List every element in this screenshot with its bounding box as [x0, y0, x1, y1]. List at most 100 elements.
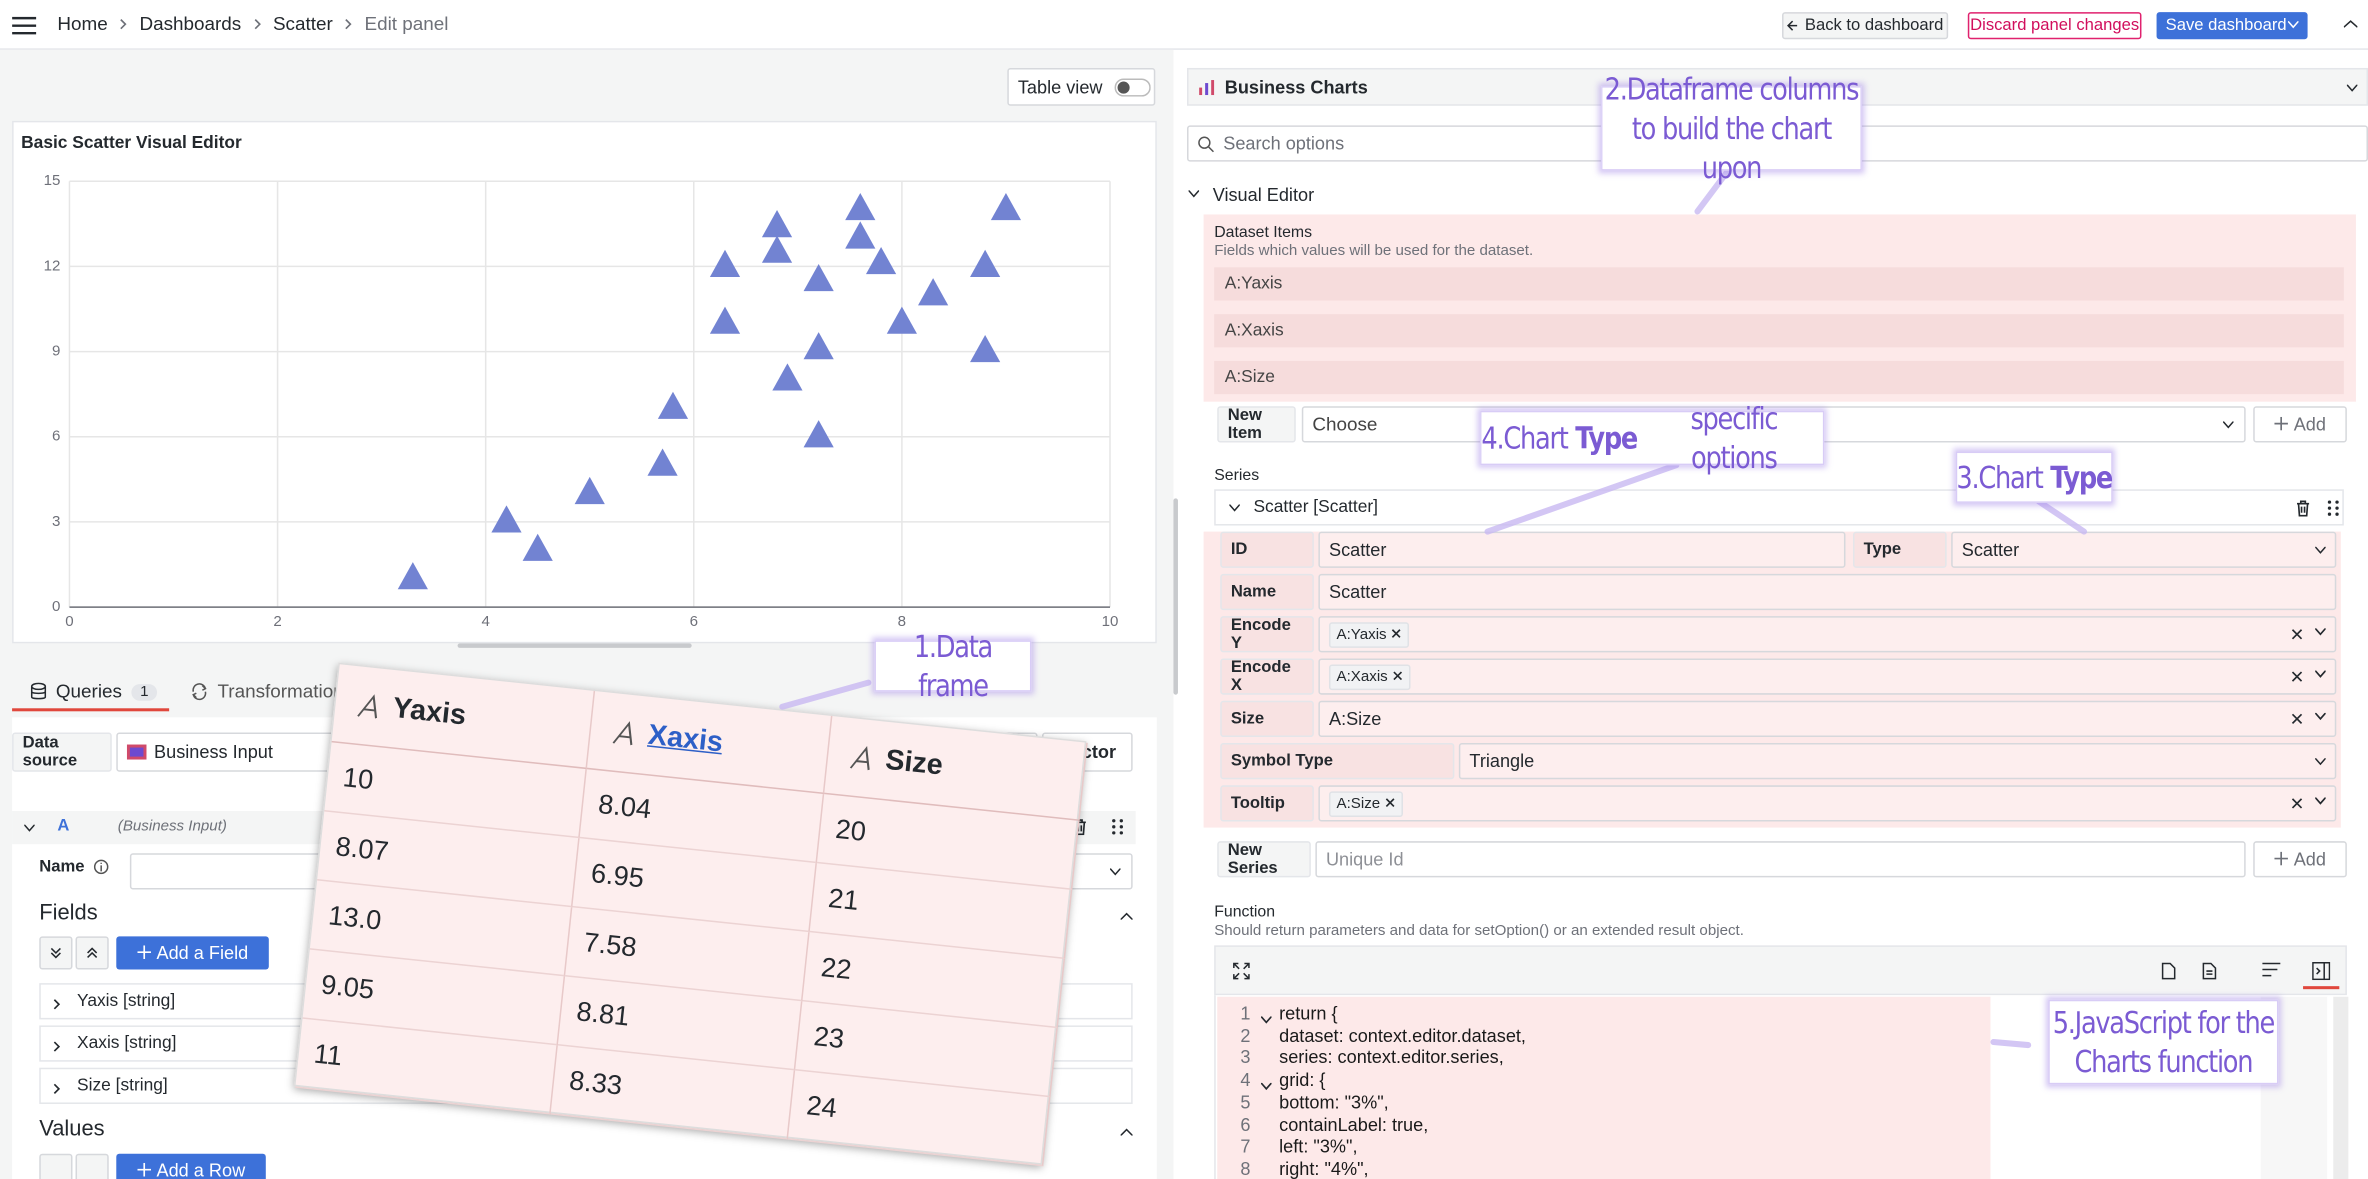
type-select[interactable]: Scatter: [1951, 531, 2337, 568]
icon-path: [2315, 712, 2326, 721]
label: Table view: [1017, 76, 1103, 98]
file-icon[interactable]: [2202, 962, 2217, 980]
collapse-icon[interactable]: [1120, 1128, 1133, 1136]
icon: [2297, 500, 2310, 517]
expand-all[interactable]: [39, 1153, 73, 1179]
select-controls: [2291, 712, 2326, 725]
name-input[interactable]: Scatter: [1318, 573, 2337, 611]
fold-marker[interactable]: [1260, 1074, 1273, 1095]
splitter[interactable]: [1173, 498, 1178, 695]
fold-marker[interactable]: [1260, 1007, 1273, 1028]
file-icon[interactable]: [2161, 962, 2176, 980]
menu-icon[interactable]: [12, 16, 37, 35]
y-tick-label: 3: [52, 513, 60, 530]
splitter[interactable]: [457, 643, 692, 648]
icon: [2291, 713, 2303, 724]
dot: [2327, 500, 2332, 504]
encode-y-select[interactable]: A:Yaxis: [1318, 616, 2337, 653]
table-view-toggle[interactable]: Table view: [1007, 67, 1156, 106]
item-name: A:Size: [1224, 368, 1275, 387]
scatter-point: [845, 221, 876, 249]
breadcrumb[interactable]: Scatter: [272, 13, 333, 35]
scatter-point: [772, 363, 803, 391]
chevron[interactable]: [53, 994, 61, 1015]
save-button[interactable]: Save dashboard: [2156, 12, 2308, 40]
dataset-item[interactable]: A:Yaxis: [1214, 267, 2344, 301]
encode-x-select[interactable]: A:Xaxis: [1318, 658, 2337, 695]
icon-path: [2297, 500, 2310, 517]
breadcrumb[interactable]: Home: [57, 13, 108, 35]
add-series-button[interactable]: Add: [2253, 841, 2347, 878]
chevron[interactable]: [24, 824, 35, 833]
text: 4.Chart: [1481, 419, 1568, 457]
wrap-icon[interactable]: [2262, 962, 2281, 977]
scatter-point: [970, 334, 1001, 363]
dataset-item[interactable]: A:Size: [1214, 360, 2344, 395]
collapse-all[interactable]: [75, 1153, 109, 1179]
breadcrumb[interactable]: Dashboards: [139, 13, 242, 35]
series-header[interactable]: Scatter [Scatter]: [1214, 489, 2344, 526]
icon-path: [53, 999, 61, 1010]
tooltip-select[interactable]: A:Size: [1318, 785, 2337, 822]
line: Charts function: [2074, 1043, 2254, 1080]
select-controls: [2291, 670, 2326, 683]
chip: A:Xaxis: [1328, 663, 1411, 690]
line-number code: 1: [1240, 1002, 1251, 1024]
drag-handle[interactable]: [1112, 819, 1124, 840]
code-toolbar: [1214, 945, 2347, 996]
add-item-button[interactable]: Add: [2253, 406, 2347, 443]
icon-path: [2291, 671, 2303, 682]
add-row-button[interactable]: Add a Row: [116, 1153, 266, 1179]
icon-path: [1260, 1082, 1273, 1091]
collapse-icon[interactable]: [1120, 912, 1133, 920]
text: specific options: [1690, 400, 1778, 476]
chevron: [2346, 84, 2358, 92]
collapse-all[interactable]: [75, 936, 109, 970]
group-title: Series: [1214, 466, 1260, 485]
back-button[interactable]: Back to dashboard: [1782, 12, 1949, 40]
delete-icon[interactable]: [2296, 500, 2311, 521]
discard-button[interactable]: Discard panel changes: [1967, 12, 2142, 40]
add-field-button[interactable]: Add a Field: [116, 936, 269, 970]
scrollbar: [2333, 996, 2349, 1179]
plus-icon: [136, 1160, 151, 1179]
size-select[interactable]: A:Size: [1318, 700, 2337, 737]
text: Type: [1575, 419, 1638, 457]
expand-all[interactable]: [39, 936, 73, 970]
column-header: Size: [824, 716, 1088, 821]
remove-icon[interactable]: [1392, 668, 1403, 685]
expand-icon[interactable]: [1232, 962, 1250, 980]
new-series-input[interactable]: Unique Id: [1315, 841, 2246, 878]
icon: [2291, 798, 2303, 809]
drag-handle[interactable]: [2327, 500, 2339, 521]
delete-icon[interactable]: [1072, 819, 1087, 840]
symbol-select[interactable]: Triangle: [1458, 743, 2337, 780]
icon: [357, 693, 378, 718]
value: Scatter: [1961, 539, 2020, 561]
icon: [849, 745, 870, 770]
queries-tab[interactable]: Queries 1: [30, 681, 158, 702]
remove-icon[interactable]: [1391, 626, 1402, 643]
label: Save dashboard: [2165, 16, 2287, 35]
icon-path: [2315, 628, 2326, 636]
section-title: Values: [39, 1117, 105, 1142]
y-tick-label: 12: [44, 257, 61, 274]
active-tool[interactable]: [2303, 953, 2340, 990]
id-input[interactable]: Scatter: [1318, 531, 1846, 568]
scatter-point: [803, 420, 834, 448]
collapse-icon[interactable]: [2343, 20, 2358, 29]
chevron[interactable]: [53, 1036, 61, 1057]
chevron[interactable]: [1188, 190, 1200, 198]
chevron[interactable]: [53, 1078, 61, 1099]
placeholder: Search options: [1223, 132, 1345, 155]
icon: [1260, 1082, 1273, 1091]
remove-icon[interactable]: [1385, 795, 1396, 812]
group-description: Fields which values will be used for the…: [1214, 243, 1534, 260]
dataset-item[interactable]: A:Xaxis: [1214, 314, 2344, 348]
transformations-tab[interactable]: Transformation: [190, 681, 344, 702]
icon-path: [2274, 416, 2288, 431]
y-tick-label: 9: [52, 343, 60, 360]
annotation: 1.Data frame: [874, 628, 1032, 704]
